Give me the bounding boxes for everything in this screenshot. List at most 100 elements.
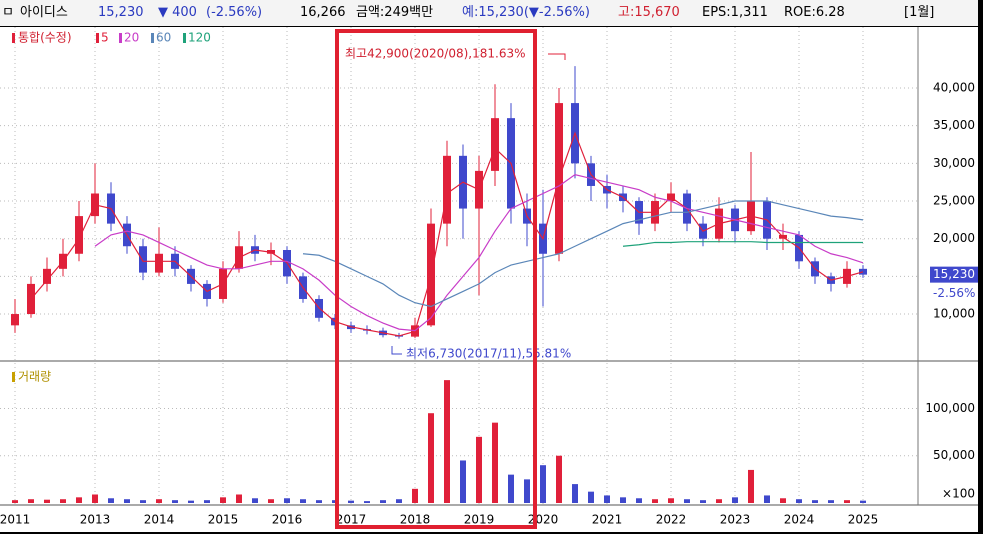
- eps: EPS:1,311: [702, 5, 768, 20]
- change-pct: (-2.56%): [206, 5, 263, 20]
- y-tick-label: 50,000: [933, 448, 975, 462]
- volume-bar: [300, 499, 306, 503]
- arrow: [548, 53, 566, 60]
- volume-bar: [748, 469, 754, 503]
- candle-body: [859, 268, 867, 275]
- volume-bar: [828, 500, 834, 503]
- arrow: [391, 346, 402, 355]
- legend-label: 20: [124, 31, 139, 45]
- volume-bar: [364, 501, 370, 503]
- volume-bar: [556, 455, 562, 503]
- volume-bar: [460, 460, 466, 503]
- legend-swatch: [12, 33, 15, 43]
- x-tick-label: 2019: [464, 513, 495, 527]
- volume-bar: [204, 500, 210, 503]
- volume-bar: [508, 474, 514, 503]
- ma-line: [30, 131, 864, 337]
- amount: 금액:249백만: [356, 5, 434, 20]
- volume-bar: [76, 497, 82, 503]
- header: ㅁ 아이디스 15,230 ▼ 400 (-2.56%) 16,266 금액:2…: [0, 0, 978, 26]
- layer: 10,00015,00020,00025,00030,00035,00040,0…: [0, 27, 978, 527]
- expected: 예:15,230(▼-2.56%): [462, 5, 590, 20]
- x-tick-label: 2014: [144, 513, 175, 527]
- y-tick-label: 30,000: [933, 156, 975, 170]
- volume-bar: [12, 500, 18, 503]
- change: ▼ 400: [158, 5, 197, 20]
- volume-bar: [812, 500, 818, 503]
- candle-body: [43, 268, 51, 284]
- volume-bar: [684, 499, 690, 503]
- legend-swatch: [12, 372, 15, 382]
- volume-bar: [860, 500, 866, 503]
- x-tick-label: 2025: [848, 513, 879, 527]
- price: 15,230: [98, 5, 144, 20]
- x-tick-label: 2020: [528, 513, 559, 527]
- candle-body: [139, 246, 147, 273]
- volume-bar: [636, 498, 642, 503]
- price-marker: [930, 266, 978, 283]
- volume-bar: [572, 484, 578, 503]
- legend-label: 5: [101, 31, 109, 45]
- volume-bar: [444, 380, 450, 503]
- high: 고:15,670: [618, 5, 680, 20]
- candle-body: [443, 155, 451, 224]
- volume-bar: [348, 500, 354, 503]
- highlight-box: [335, 29, 537, 529]
- candle-body: [155, 253, 163, 273]
- current-change: -2.56%: [933, 286, 975, 300]
- current-price: 15,230: [933, 267, 975, 281]
- x-tick-label: 2017: [336, 513, 367, 527]
- x-tick-label: 2015: [208, 513, 239, 527]
- volume-bar: [492, 422, 498, 503]
- volume-bar: [316, 500, 322, 503]
- x-tick-label: 2021: [592, 513, 623, 527]
- volume-bar: [588, 491, 594, 503]
- volume-bar: [716, 499, 722, 503]
- menu[interactable]: ㅁ: [2, 5, 14, 20]
- volume-bar: [252, 498, 258, 503]
- y-tick-label: 25,000: [933, 194, 975, 208]
- volume-bar: [140, 500, 146, 503]
- stock-name: 아이디스: [20, 5, 68, 20]
- volume-bar: [412, 488, 418, 503]
- legend-swatch: [119, 33, 122, 43]
- candle-body: [11, 314, 19, 326]
- x-tick-label: 2016: [272, 513, 303, 527]
- unit-label: ×100: [942, 487, 975, 501]
- volume-bar: [236, 494, 242, 503]
- candle-body: [491, 118, 499, 171]
- roe: ROE:6.28: [784, 5, 845, 20]
- volume-bar: [396, 499, 402, 503]
- volume-bar: [124, 499, 130, 503]
- volume-bar: [156, 499, 162, 503]
- ma-line: [94, 174, 864, 332]
- x-tick-label: 2023: [720, 513, 751, 527]
- annotation: 최저6,730(2017/11),55.81%: [406, 347, 571, 361]
- x-tick-label: 2024: [784, 513, 815, 527]
- volume-bar: [620, 497, 626, 503]
- volume-bar: [700, 500, 706, 503]
- y-tick-label: 10,000: [933, 307, 975, 321]
- volume-bar: [60, 499, 66, 503]
- volume-bar: [844, 500, 850, 503]
- volume-bar: [268, 499, 274, 503]
- volume-bar: [764, 495, 770, 503]
- ma-line: [302, 200, 864, 308]
- volume-bar: [172, 500, 178, 503]
- volume-bar: [796, 499, 802, 503]
- ma-line: [622, 241, 863, 247]
- legend-label: 60: [156, 31, 171, 45]
- legend-swatch: [151, 33, 154, 43]
- volume-bar: [652, 499, 658, 503]
- volume-bar: [428, 413, 434, 503]
- candle-body: [75, 216, 83, 254]
- legend-label: 120: [188, 31, 211, 45]
- pane-title: 거래량: [18, 370, 51, 384]
- y-tick-label: 40,000: [933, 81, 975, 95]
- y-tick-label: 35,000: [933, 118, 975, 132]
- x-tick-label: 2013: [80, 513, 111, 527]
- volume-bar: [44, 499, 50, 503]
- volume-bar: [668, 498, 674, 503]
- period[interactable]: [1월]: [904, 5, 935, 20]
